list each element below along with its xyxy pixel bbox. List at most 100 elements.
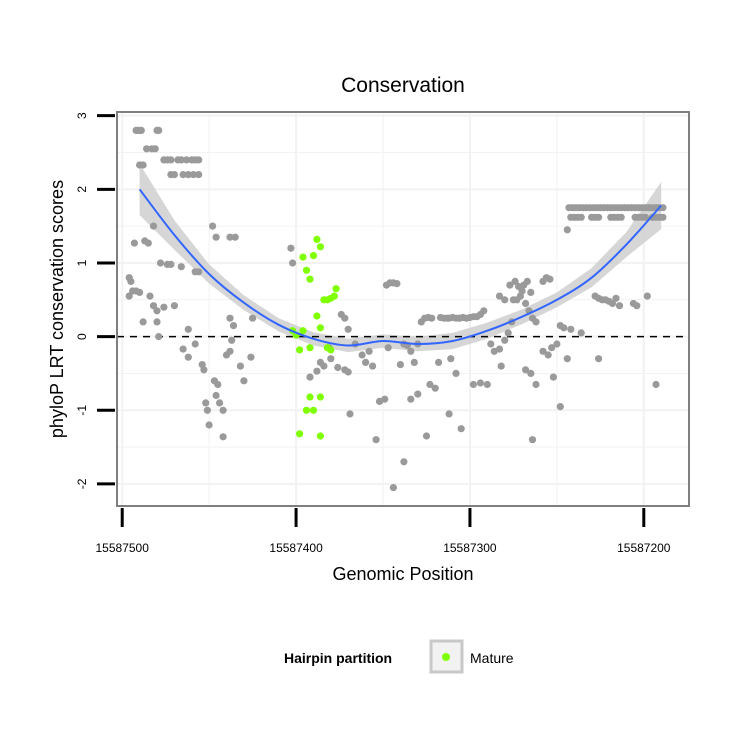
y-tick-label: 0 xyxy=(75,333,89,340)
mature-point xyxy=(332,285,340,293)
mature-point xyxy=(299,253,307,261)
data-point xyxy=(504,329,512,337)
data-point xyxy=(202,399,210,407)
data-point xyxy=(226,347,234,355)
chart-title: Conservation xyxy=(341,74,465,97)
data-point xyxy=(203,406,211,414)
data-point xyxy=(247,353,255,361)
data-point xyxy=(426,380,434,389)
data-point xyxy=(212,391,220,400)
data-point xyxy=(495,292,504,300)
data-point xyxy=(577,329,585,337)
data-point xyxy=(341,314,349,322)
data-point xyxy=(643,292,651,300)
data-point xyxy=(506,281,514,289)
data-point xyxy=(452,369,460,377)
data-point xyxy=(210,377,218,385)
data-point xyxy=(143,145,151,153)
data-point xyxy=(527,369,535,377)
data-point xyxy=(539,347,547,355)
data-point xyxy=(422,432,431,440)
data-point xyxy=(563,355,571,363)
data-point xyxy=(130,239,138,247)
data-point xyxy=(407,395,415,403)
data-point xyxy=(532,380,540,389)
mature-point xyxy=(306,393,314,401)
data-point xyxy=(177,263,185,271)
data-point xyxy=(522,299,530,308)
data-point xyxy=(334,363,342,372)
data-point xyxy=(155,126,163,134)
mature-point xyxy=(306,344,314,352)
smooth-line xyxy=(138,188,662,347)
data-point xyxy=(372,436,380,444)
data-point xyxy=(249,314,257,322)
mature-point xyxy=(313,235,321,243)
data-point xyxy=(179,345,187,353)
data-point xyxy=(236,362,244,370)
data-point xyxy=(195,156,203,164)
data-point xyxy=(487,340,495,348)
data-point xyxy=(659,213,667,221)
data-point xyxy=(219,433,227,441)
y-axis-title: phyloP LRT conservation scores xyxy=(47,180,67,438)
data-point xyxy=(495,345,504,353)
data-point xyxy=(184,171,192,179)
data-point xyxy=(146,292,154,300)
data-point xyxy=(287,244,295,252)
data-point xyxy=(652,380,660,389)
mature-point xyxy=(302,266,311,274)
data-point xyxy=(205,421,213,429)
data-point xyxy=(170,171,178,179)
legend-key-mature-point xyxy=(442,653,450,661)
data-point xyxy=(532,318,540,326)
data-point xyxy=(553,340,561,348)
data-point xyxy=(212,233,220,241)
data-point xyxy=(216,399,224,407)
data-point xyxy=(389,484,397,492)
x-tick-label: 15587400 xyxy=(269,541,323,555)
data-point xyxy=(384,344,392,352)
data-point xyxy=(400,458,408,466)
data-point xyxy=(431,384,439,392)
data-point xyxy=(617,213,625,221)
data-point xyxy=(410,358,418,366)
mature-point xyxy=(296,430,304,438)
data-point xyxy=(358,351,366,359)
data-point xyxy=(501,336,509,344)
data-point xyxy=(407,347,415,355)
data-point xyxy=(518,287,526,295)
data-point xyxy=(633,302,641,310)
mature-point xyxy=(296,346,304,354)
data-point xyxy=(240,377,248,385)
data-point xyxy=(365,347,373,355)
data-point xyxy=(501,296,509,304)
data-point xyxy=(320,362,328,370)
data-point xyxy=(136,288,144,296)
data-point xyxy=(480,307,488,315)
data-point xyxy=(195,171,203,179)
data-point xyxy=(563,226,571,234)
data-point xyxy=(139,318,147,326)
y-tick-label: -1 xyxy=(75,405,89,416)
data-point xyxy=(127,277,135,285)
data-point xyxy=(445,410,453,418)
data-point xyxy=(523,277,531,285)
data-point xyxy=(549,373,558,381)
data-point xyxy=(641,213,650,221)
mature-point xyxy=(316,432,324,440)
data-point xyxy=(476,379,484,387)
data-point xyxy=(209,222,217,230)
mature-point xyxy=(330,292,338,300)
data-point xyxy=(306,373,314,381)
data-point xyxy=(567,325,575,333)
data-point xyxy=(346,410,354,418)
data-point xyxy=(528,436,537,444)
x-axis-title: Genomic Position xyxy=(332,564,473,584)
data-point xyxy=(369,362,377,370)
data-point xyxy=(362,358,370,366)
data-point xyxy=(511,277,519,285)
data-point xyxy=(577,213,585,221)
data-point xyxy=(182,156,191,164)
